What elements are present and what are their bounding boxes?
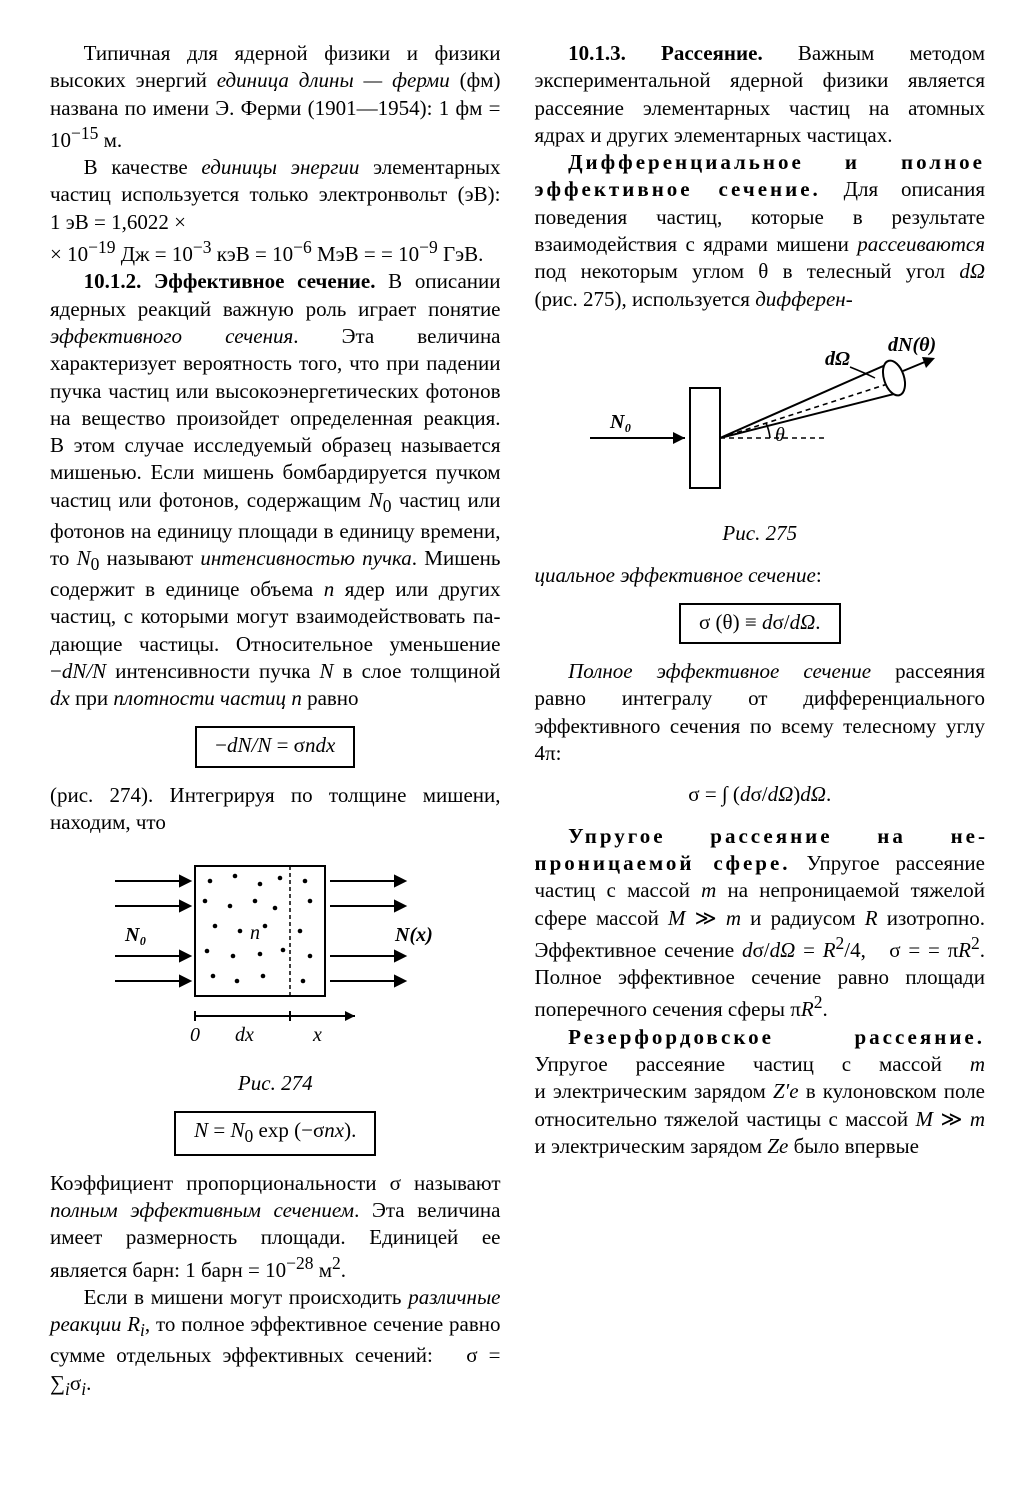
para-fermi: Типичная для ядерной физики и фи­зики вы… xyxy=(50,40,501,154)
label-theta: θ xyxy=(775,424,785,446)
para-reactions-sum: Если в мишени могут происходить различны… xyxy=(50,1284,501,1400)
equation-box: −dN/N = σndx xyxy=(195,726,355,767)
label-dx: dx xyxy=(235,1024,254,1046)
equation-sigma-integral: σ = ∫ (dσ/dΩ)dΩ. xyxy=(535,781,986,808)
para-rutherford: Резерфордовское рассе­яние. Упругое расс… xyxy=(535,1024,986,1160)
para-elastic-sphere: Упругое рассеяние на не­проницаемой сфер… xyxy=(535,823,986,1024)
figure-275: N₀ θ dN(θ) dΩ Рис. 275 xyxy=(535,323,986,548)
para-ev: В качестве единицы энергии элемен­тарных… xyxy=(50,154,501,268)
label-n0: N₀ xyxy=(124,924,146,946)
equation-text: σ = ∫ (dσ/dΩ)dΩ. xyxy=(688,782,831,806)
figure-274-svg: N₀ n N(x) xyxy=(95,846,455,1056)
label-nx: N(x) xyxy=(394,924,433,946)
equation-dN-over-N: −dN/N = σndx xyxy=(50,726,501,767)
para-sigma-barn: Коэффициент пропорциональности σ называю… xyxy=(50,1170,501,1284)
equation-N-exp: N = N0 exp (−σnx). xyxy=(50,1111,501,1156)
figure-274: N₀ n N(x) xyxy=(50,846,501,1097)
label-zero: 0 xyxy=(190,1024,200,1046)
text-columns: Типичная для ядерной физики и фи­зики вы… xyxy=(50,40,985,1450)
para-10-1-2: 10.1.2. Эффективное сечение. В опи­сании… xyxy=(50,268,501,712)
figure-275-caption-real: Рис. 275 xyxy=(535,520,986,547)
label-x: x xyxy=(312,1024,322,1046)
label-dNtheta: dN(θ) xyxy=(888,334,936,356)
para-diff-cs: циальное эффективное сечение: xyxy=(535,562,986,589)
para-10-1-3: 10.1.3. Рассеяние. Важным методом экспер… xyxy=(535,40,986,149)
figure-275-svg: N₀ θ dN(θ) dΩ xyxy=(570,323,950,513)
para-integrate: (рис. 274). Интегрируя по толщине ми­шен… xyxy=(50,782,501,837)
label-n0-275: N₀ xyxy=(609,411,631,433)
para-diff-cross: Дифференциальное и пол­ное эффективное с… xyxy=(535,149,986,313)
equation-box-2: N = N0 exp (−σnx). xyxy=(174,1111,376,1156)
figure-274-caption: Рис. 274 xyxy=(50,1070,501,1097)
label-dOmega: dΩ xyxy=(825,348,850,370)
para-full-cs: Полное эффективное сечение рассея­ния ра… xyxy=(535,658,986,767)
equation-sigma-theta: σ (θ) ≡ dσ/dΩ. xyxy=(535,603,986,644)
label-n: n xyxy=(250,922,260,944)
page: Типичная для ядерной физики и фи­зики вы… xyxy=(0,0,1035,1500)
equation-box-3: σ (θ) ≡ dσ/dΩ. xyxy=(679,603,841,644)
